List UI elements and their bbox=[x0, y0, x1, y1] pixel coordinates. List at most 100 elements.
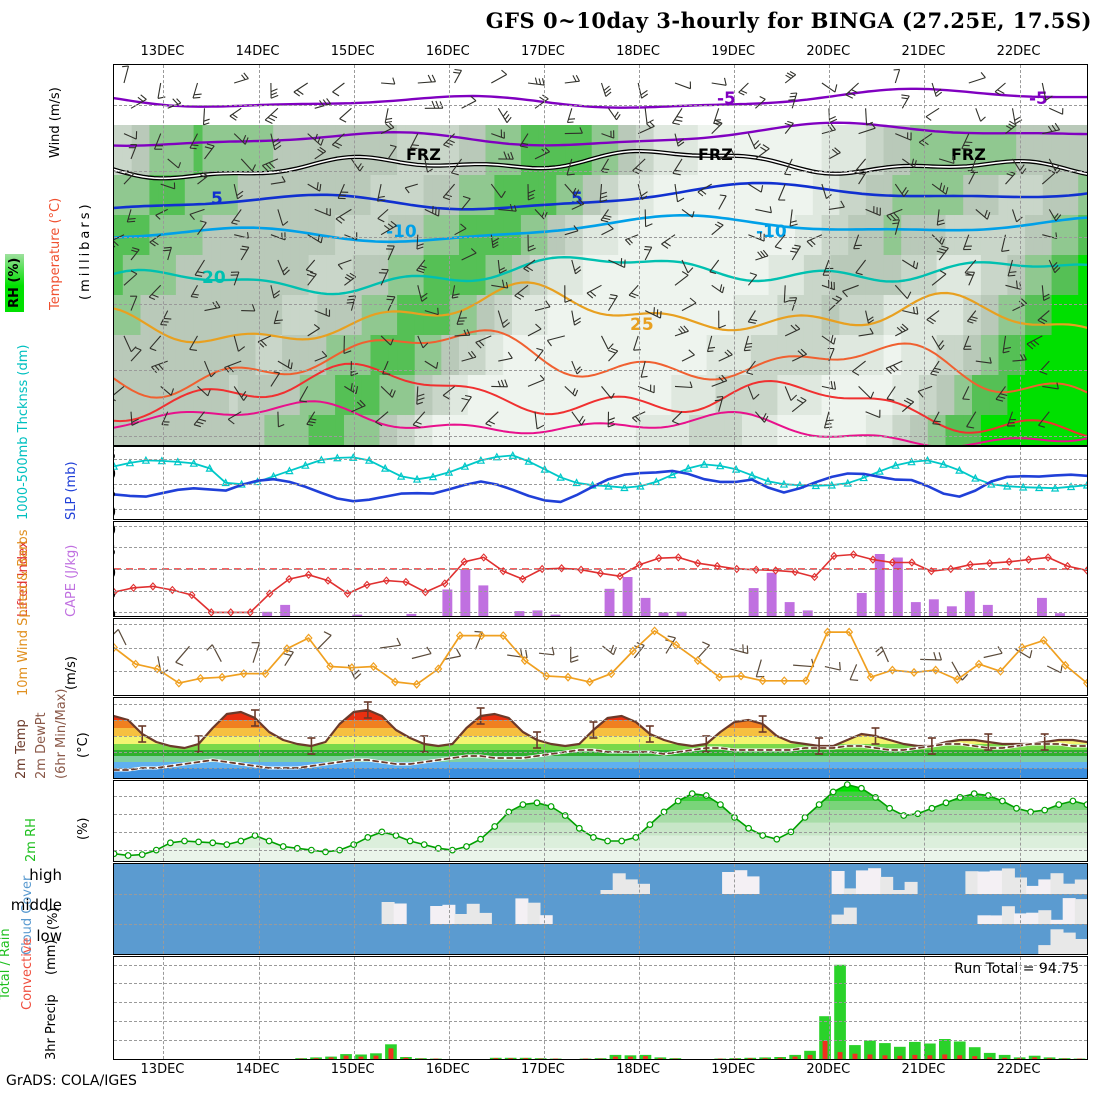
gridline-vertical bbox=[353, 957, 355, 1059]
contour-label: 20 bbox=[202, 268, 226, 288]
temp2m-panel[interactable]: 403224168 bbox=[113, 697, 1088, 779]
wind-speed-marker bbox=[477, 631, 486, 641]
rh-marker bbox=[829, 788, 837, 796]
rh-marker bbox=[392, 832, 400, 839]
date-label-top: 18DEC bbox=[616, 44, 660, 59]
thickness-marker bbox=[189, 458, 198, 467]
date-label-bottom: 18DEC bbox=[616, 1062, 660, 1077]
wind-speed-marker bbox=[347, 663, 356, 673]
li-marker bbox=[596, 569, 605, 578]
y-axis-tickmark bbox=[113, 671, 114, 672]
thickness-marker bbox=[1034, 483, 1044, 492]
gridline-horizontal bbox=[114, 752, 1087, 753]
precip-panel[interactable]: 23.1518.5213.899.264.630Run Total = 94.7… bbox=[113, 956, 1088, 1060]
cloud-band-label-low: low bbox=[36, 926, 62, 945]
thickness-label: 1000-500mb Thcknss (dm) bbox=[16, 344, 31, 520]
gridline-horizontal bbox=[114, 569, 1087, 570]
rh-marker bbox=[223, 841, 231, 848]
li-marker bbox=[694, 558, 702, 568]
gridline-vertical bbox=[163, 698, 165, 778]
cloud-block bbox=[624, 879, 638, 894]
page-title: GFS 0~10day 3-hourly for BINGA (27.25E, … bbox=[485, 8, 1092, 33]
gridline-vertical bbox=[543, 957, 545, 1059]
upper-air-panel[interactable]: -5-555-10-102025FRZFRZFRZ500600700800900… bbox=[113, 64, 1088, 446]
rh2m-panel[interactable]: 80604020 bbox=[113, 780, 1088, 862]
cloud-block bbox=[843, 907, 857, 924]
rh-marker bbox=[547, 803, 555, 810]
cape-bar bbox=[676, 611, 687, 616]
li-marker bbox=[460, 557, 469, 567]
cloud-cover-panel[interactable] bbox=[113, 863, 1088, 955]
li-marker bbox=[324, 576, 332, 585]
wind10m-panel[interactable]: 6420 bbox=[113, 618, 1088, 696]
date-label-top: 13DEC bbox=[140, 44, 185, 59]
date-label-bottom: 20DEC bbox=[806, 1062, 851, 1077]
date-label-top: 16DEC bbox=[425, 44, 470, 59]
gridline-vertical bbox=[924, 864, 926, 954]
rh-marker bbox=[350, 841, 358, 848]
gridline-horizontal bbox=[114, 1021, 1087, 1023]
precip-convective-bar bbox=[852, 1053, 858, 1059]
cloud-block bbox=[831, 914, 845, 924]
precip-total-bar bbox=[534, 1058, 547, 1059]
date-label-bottom: 13DEC bbox=[140, 1062, 185, 1077]
slp-thickness-panel[interactable]: 5855805751015101010051000 bbox=[113, 446, 1088, 520]
cape-bar bbox=[352, 614, 363, 616]
gridline-vertical bbox=[543, 447, 545, 519]
cape-bar bbox=[1037, 597, 1047, 616]
wind10m-label: 10m Wind Speed & Barbs bbox=[16, 529, 31, 696]
gridline-vertical bbox=[543, 864, 545, 954]
gridline-vertical bbox=[353, 781, 355, 861]
gridline-horizontal bbox=[114, 623, 1087, 625]
thickness-marker bbox=[556, 472, 565, 481]
gridline-horizontal bbox=[114, 459, 1087, 461]
li-marker bbox=[830, 551, 838, 561]
rh-marker bbox=[378, 828, 386, 836]
date-label-bottom: 22DEC bbox=[996, 1062, 1041, 1077]
gridline-vertical bbox=[734, 957, 736, 1059]
rh-marker bbox=[364, 834, 372, 841]
rh-marker bbox=[420, 841, 428, 848]
precip-units-label: (mm) bbox=[44, 939, 59, 975]
thickness-marker bbox=[604, 481, 613, 490]
wind-speed-marker bbox=[650, 626, 659, 636]
gridline-vertical bbox=[543, 698, 545, 778]
cloud-band-label-middle: middle bbox=[10, 896, 62, 915]
wind-speed-marker bbox=[282, 644, 291, 654]
precip-convective-bar bbox=[807, 1054, 813, 1059]
li-marker bbox=[402, 577, 410, 587]
wind-speed-marker bbox=[715, 672, 724, 682]
cloud-block bbox=[478, 912, 492, 924]
thickness-marker bbox=[987, 479, 996, 488]
wind-speed-marker bbox=[326, 661, 335, 672]
gridline-horizontal bbox=[114, 983, 1087, 985]
wind-speed-marker bbox=[801, 676, 810, 686]
y-axis-tickmark bbox=[113, 1040, 114, 1041]
y-axis-tickmark bbox=[113, 965, 114, 966]
cape-bar bbox=[982, 604, 993, 616]
gridline-vertical bbox=[448, 698, 450, 778]
rh2m-label: 2m RH bbox=[24, 818, 39, 862]
thickness-marker bbox=[173, 457, 183, 466]
y-axis-tickmark bbox=[113, 850, 114, 851]
wind-speed-marker bbox=[455, 631, 464, 641]
gridline-horizontal bbox=[114, 484, 1087, 486]
gridline-horizontal bbox=[114, 1040, 1087, 1042]
thickness-marker bbox=[157, 456, 167, 465]
precip-convective-bar bbox=[747, 1058, 753, 1059]
gridline-vertical bbox=[258, 957, 260, 1059]
gridline-vertical bbox=[543, 781, 545, 861]
date-label-bottom: 19DEC bbox=[711, 1062, 756, 1077]
li-cape-panel[interactable]: -6-303612209156103050 bbox=[113, 521, 1088, 617]
y-axis-tickmark bbox=[113, 105, 114, 106]
precip-total-bar bbox=[669, 1058, 682, 1059]
rh-marker bbox=[406, 837, 414, 845]
precip-convective-bar bbox=[358, 1056, 364, 1059]
precip-total-bar bbox=[983, 1052, 996, 1059]
thickness-marker bbox=[301, 460, 310, 469]
gridline-vertical bbox=[448, 619, 450, 695]
wind-speed-marker bbox=[261, 669, 270, 679]
gridline-horizontal bbox=[114, 237, 1087, 239]
cloud-block bbox=[454, 914, 468, 924]
precip-convective-bar bbox=[777, 1057, 783, 1059]
